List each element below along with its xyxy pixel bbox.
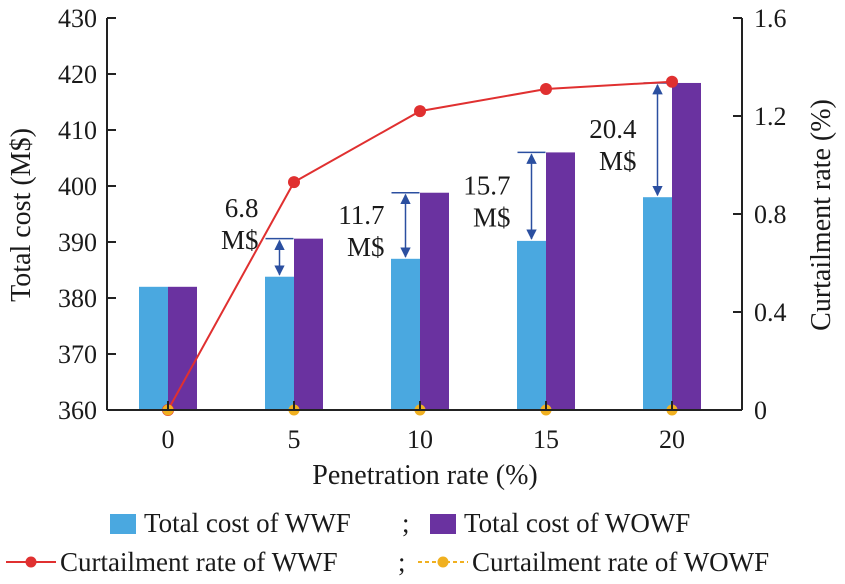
y-left-tick-label-400: 400 [58,172,97,201]
point-wwf-10 [414,105,426,118]
y-left-tick-label-420: 420 [58,60,97,89]
legend-label-wwf-line: Curtailment rate of WWF [60,547,338,577]
legend-marker-wwf [25,556,37,568]
legend-sep-row2: ; [398,547,406,577]
y-left-tick-label-360: 360 [58,396,97,425]
bars-layer [139,82,701,411]
legend-label-wowf-bar: Total cost of WOWF [464,508,690,538]
bar-wwf-5 [265,276,294,410]
diff-label-unit-5: M$ [221,225,259,255]
bar-wowf-5 [294,238,323,410]
x-tick-label-0: 0 [162,425,175,454]
y-right-tick-label-0.8: 0.8 [754,200,787,229]
diff-label-value-5: 6.8 [225,193,259,223]
diff-label-value-20: 20.4 [589,114,637,144]
y-left-tick-label-370: 370 [58,340,97,369]
y-axis-right-title: Curtailment rate (%) [806,99,837,331]
legend-swatch-wowf-bar [430,514,456,534]
y-left-tick-label-390: 390 [58,228,97,257]
diff-label-unit-20: M$ [599,146,637,176]
legend-marker-wowf [437,556,449,568]
point-wwf-5 [288,176,300,189]
y-left-tick-label-380: 380 [58,284,97,313]
y-left-tick-label-410: 410 [58,116,97,145]
legend-swatch-wwf-bar [110,514,136,534]
bar-wwf-10 [391,258,420,410]
bar-wowf-15 [546,152,575,410]
y-left-tick-label-430: 430 [58,4,97,33]
legend-sep-row1: ; [402,508,410,538]
diff-label-unit-15: M$ [473,203,511,233]
y-right-tick-label-0.4: 0.4 [754,298,787,327]
x-axis-title: Penetration rate (%) [312,460,537,491]
bar-wwf-0 [139,286,168,410]
x-tick-label-5: 5 [288,425,301,454]
bar-wwf-20 [643,197,672,410]
x-tick-label-20: 20 [659,425,685,454]
bar-wowf-10 [420,192,449,410]
y-right-tick-label-0: 0 [754,396,767,425]
bar-wwf-15 [517,240,546,410]
y-right-tick-label-1.2: 1.2 [754,102,787,131]
bar-wowf-20 [672,82,701,411]
point-wwf-20 [666,75,678,88]
diff-label-value-10: 11.7 [338,200,384,230]
point-wwf-15 [540,83,552,96]
legend-label-wwf-bar: Total cost of WWF [144,508,351,538]
y-axis-left-title: Total cost (M$) [6,128,37,302]
x-tick-label-15: 15 [533,425,559,454]
bar-wowf-0 [168,286,197,410]
annotations-layer: 6.8M$11.7M$15.7M$20.4M$ [221,114,637,262]
x-tick-label-10: 10 [407,425,433,454]
diff-label-value-15: 15.7 [463,171,510,201]
diff-label-unit-10: M$ [347,232,385,262]
legend: Total cost of WWF ; Total cost of WOWF C… [6,508,769,577]
y-right-tick-label-1.6: 1.6 [754,4,787,33]
legend-label-wowf-line: Curtailment rate of WOWF [472,547,769,577]
axes-layer: 360 370 380 390 400 410 420 430 0 0.4 0.8 1.2 1.6 0 5 1… [58,4,787,454]
